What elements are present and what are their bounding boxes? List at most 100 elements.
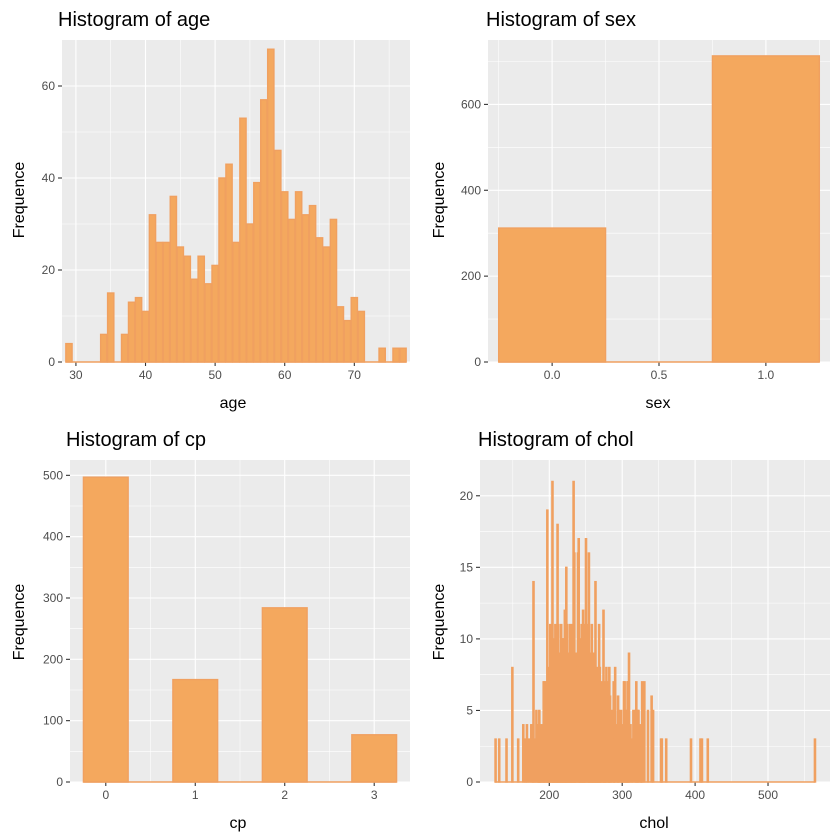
age-histogram-bar — [218, 177, 226, 363]
chol-y-tick-label: 0 — [466, 775, 473, 789]
cp-y-tick-label: 400 — [43, 530, 63, 544]
chol-histogram-bar — [527, 738, 531, 783]
chol-histogram-bar — [617, 709, 621, 783]
age-histogram-bar — [399, 347, 407, 363]
cp-x-tick-label: 3 — [371, 788, 378, 802]
age-histogram-bar — [280, 191, 289, 363]
cp-histogram-bar — [351, 734, 398, 783]
age-histogram-bar — [141, 310, 150, 363]
age-histogram-bar — [273, 149, 282, 363]
age-histogram-bar — [190, 278, 199, 363]
age-histogram-bar — [162, 241, 171, 363]
age-x-tick-label: 50 — [208, 368, 222, 382]
age-histogram-bar — [176, 246, 185, 363]
cp-histogram-bar — [261, 607, 308, 783]
age-histogram-bar — [155, 241, 164, 363]
age-histogram-bar — [392, 347, 400, 363]
chol-histogram-bar — [511, 666, 514, 783]
chol-histogram-bar — [664, 738, 668, 783]
age-histogram-panel: 30 40 50 60 70 0 20 40 60 Histogram of age age Freq… — [11, 9, 410, 412]
chol-histogram-bar — [521, 724, 525, 783]
cp-y-axis-label: Frequence — [11, 584, 28, 661]
sex-histogram-bar — [711, 55, 821, 363]
sex-histogram-title: Histogram of sex — [486, 9, 636, 31]
age-x-tick-label: 60 — [278, 368, 292, 382]
cp-x-tick-label: 0 — [102, 788, 109, 802]
age-histogram-bar — [169, 195, 178, 363]
chol-histogram-bar — [660, 738, 664, 783]
age-histogram-bar — [232, 241, 240, 363]
age-histogram-title: Histogram of age — [58, 9, 210, 31]
chol-y-tick-label: 15 — [460, 560, 474, 574]
age-x-tick-label: 40 — [139, 368, 153, 382]
chol-histogram-bar — [651, 709, 655, 783]
chol-histogram-bar — [706, 738, 710, 783]
chol-y-axis-label: Frequence — [431, 584, 448, 661]
sex-y-tick-label: 200 — [461, 269, 481, 283]
age-histogram-bar — [65, 342, 73, 363]
cp-y-tick-label: 100 — [43, 714, 63, 728]
age-x-tick-label: 70 — [348, 368, 362, 382]
chol-histogram-bar — [813, 738, 817, 783]
age-histogram-bar — [197, 255, 206, 363]
chol-y-tick-label: 20 — [460, 489, 474, 503]
chol-histogram-bar — [637, 709, 640, 783]
age-x-axis-label: age — [220, 395, 247, 412]
age-histogram-bar — [225, 163, 233, 363]
age-histogram-bar — [211, 264, 219, 363]
age-histogram-bar — [308, 204, 317, 363]
cp-x-tick-label: 2 — [281, 788, 288, 802]
age-histogram-bar — [204, 283, 212, 363]
age-histogram-bar — [350, 296, 359, 363]
chol-histogram-bar — [632, 709, 635, 783]
age-y-tick-label: 0 — [48, 355, 55, 369]
age-histogram-bar — [253, 181, 261, 363]
cp-y-tick-label: 200 — [43, 652, 63, 666]
chol-histogram-bar — [613, 666, 617, 783]
chol-x-tick-label: 400 — [685, 788, 705, 802]
cp-y-tick-label: 500 — [43, 468, 63, 482]
sex-y-tick-label: 600 — [461, 97, 481, 111]
sex-x-tick-label: 0.0 — [544, 368, 561, 382]
chol-histogram-bar — [516, 738, 520, 783]
chol-histogram-bar — [525, 724, 529, 783]
chol-histogram-bar — [689, 738, 693, 783]
chol-y-tick-label: 5 — [466, 703, 473, 717]
age-histogram-bar — [315, 237, 324, 363]
age-histogram-bar — [99, 333, 108, 363]
sex-histogram-bar — [497, 227, 607, 363]
age-y-tick-label: 40 — [42, 171, 56, 185]
age-histogram-bar — [322, 246, 331, 363]
age-x-tick-label: 30 — [69, 368, 83, 382]
chol-histogram-bar — [646, 709, 650, 783]
age-histogram-bar — [343, 319, 352, 363]
chol-histogram-bar — [643, 681, 646, 783]
sex-x-tick-label: 1.0 — [758, 368, 775, 382]
cp-histogram-bar — [172, 678, 219, 783]
chol-x-tick-label: 300 — [612, 788, 632, 802]
age-histogram-bar — [266, 48, 275, 363]
sex-x-axis-label: sex — [646, 395, 671, 412]
age-histogram-bar — [134, 296, 143, 363]
cp-y-tick-label: 0 — [56, 775, 63, 789]
age-y-tick-label: 20 — [42, 263, 56, 277]
age-histogram-bar — [260, 99, 268, 363]
age-histogram-bar — [294, 191, 303, 363]
chol-histogram-bar — [584, 538, 588, 783]
age-histogram-bar — [148, 214, 157, 363]
chol-x-axis-label: chol — [639, 815, 668, 832]
cp-histogram-panel: 0 1 2 3 0 100 200 300 400 500 Histogram of cp cp Fre… — [11, 429, 410, 832]
chol-x-tick-label: 500 — [758, 788, 778, 802]
chol-x-tick-label: 200 — [539, 788, 559, 802]
chol-histogram-bar — [627, 652, 631, 783]
age-histogram-bar — [183, 255, 192, 363]
chol-histogram-bar — [532, 580, 535, 783]
age-histogram-bar — [239, 117, 247, 363]
age-histogram-bar — [329, 218, 338, 363]
age-histogram-bar — [357, 310, 366, 363]
sex-y-tick-label: 0 — [474, 355, 481, 369]
age-histogram-bar — [301, 214, 310, 363]
cp-histogram-bar — [82, 476, 129, 783]
chol-y-tick-label: 10 — [460, 632, 474, 646]
